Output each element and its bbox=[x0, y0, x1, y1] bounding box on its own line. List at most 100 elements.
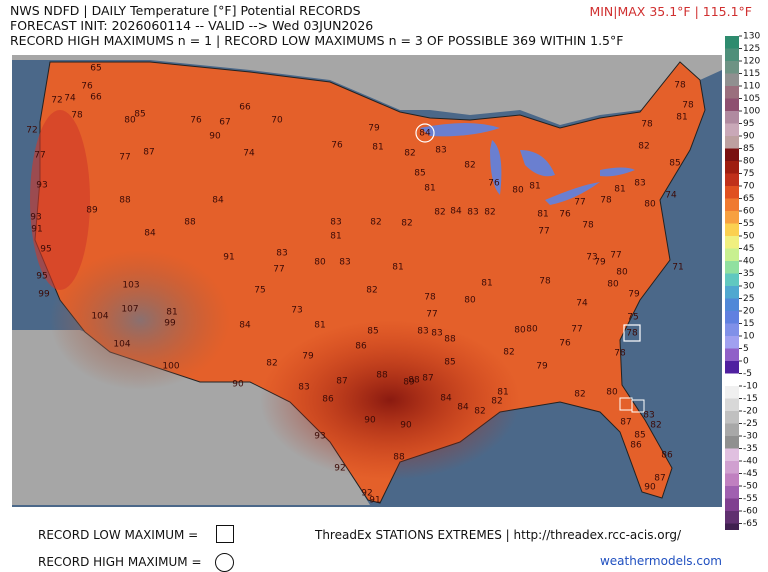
colorbar-segment bbox=[725, 386, 739, 399]
station-value: 104 bbox=[113, 340, 130, 350]
colorbar-tick-label: 50 bbox=[743, 232, 755, 242]
station-value: 100 bbox=[162, 362, 179, 372]
colorbar-segment bbox=[725, 411, 739, 424]
station-value: 81 bbox=[372, 143, 383, 153]
record-low-marker bbox=[623, 324, 641, 342]
colorbar-segment bbox=[725, 261, 739, 274]
station-value: 86 bbox=[322, 395, 334, 405]
station-value: 83 bbox=[435, 146, 446, 156]
colorbar-segment bbox=[725, 511, 739, 524]
colorbar-segment bbox=[725, 161, 739, 174]
station-value: 95 bbox=[36, 272, 47, 282]
station-value: 77 bbox=[538, 227, 549, 237]
source: ThreadEx STATIONS EXTREMES | http://thre… bbox=[315, 528, 681, 542]
station-value: 74 bbox=[243, 149, 255, 159]
colorbar-tick-label: 65 bbox=[743, 194, 754, 204]
colorbar-tick-label: 10 bbox=[743, 332, 755, 342]
colorbar-segment bbox=[725, 448, 739, 462]
station-value: 82 bbox=[366, 286, 377, 296]
station-value: 81 bbox=[392, 263, 403, 273]
station-value: 95 bbox=[40, 245, 51, 255]
colorbar-tick-label: -20 bbox=[743, 407, 758, 417]
colorbar-segment bbox=[725, 136, 739, 149]
station-value: 70 bbox=[271, 116, 283, 126]
colorbar-tick-label: 110 bbox=[743, 82, 760, 92]
colorbar-segment bbox=[725, 298, 739, 312]
southwest-shade bbox=[50, 250, 230, 390]
station-value: 77 bbox=[571, 325, 582, 335]
colorbar-segment bbox=[725, 436, 739, 449]
canada bbox=[12, 55, 722, 125]
colorbar-segment bbox=[725, 123, 739, 137]
station-value: 88 bbox=[184, 218, 196, 228]
station-value: 85 bbox=[634, 431, 645, 441]
station-value: 81 bbox=[314, 321, 325, 331]
station-value: 72 bbox=[26, 126, 37, 136]
station-value: 82 bbox=[404, 149, 415, 159]
station-value: 78 bbox=[682, 101, 694, 111]
record-low-marker bbox=[631, 399, 645, 413]
station-value: 79 bbox=[368, 124, 380, 134]
colorbar-tick-label: 100 bbox=[743, 107, 760, 117]
station-value: 82 bbox=[474, 407, 485, 417]
station-value: 90 bbox=[209, 132, 221, 142]
station-value: 99 bbox=[164, 319, 176, 329]
title: NWS NDFD | DAILY Temperature [°F] Potent… bbox=[10, 3, 361, 18]
station-value: 84 bbox=[450, 207, 462, 217]
colorbar-segment bbox=[725, 36, 739, 49]
station-value: 83 bbox=[467, 208, 478, 218]
station-value: 90 bbox=[364, 416, 376, 426]
lake-superior bbox=[420, 123, 500, 137]
colorbar-tick-label: 55 bbox=[743, 219, 754, 229]
station-value: 74 bbox=[64, 94, 76, 104]
colorbar-tick-label: 45 bbox=[743, 244, 754, 254]
station-value: 91 bbox=[369, 496, 380, 506]
station-value: 76 bbox=[331, 141, 343, 151]
station-value: 78 bbox=[641, 120, 653, 130]
station-value: 77 bbox=[34, 151, 45, 161]
colorbar-segment bbox=[725, 111, 739, 124]
station-value: 79 bbox=[536, 362, 548, 372]
colorbar-tick-label: 95 bbox=[743, 119, 754, 129]
station-value: 77 bbox=[119, 153, 130, 163]
record-high-marker bbox=[415, 123, 435, 143]
station-value: 82 bbox=[503, 348, 514, 358]
colorbar-segment bbox=[725, 336, 739, 349]
station-value: 76 bbox=[81, 82, 93, 92]
west-shade bbox=[30, 110, 90, 290]
station-value: 85 bbox=[414, 169, 425, 179]
station-value: 78 bbox=[71, 111, 83, 121]
station-value: 84 bbox=[457, 403, 469, 413]
colorbar-segment bbox=[725, 523, 739, 530]
station-value: 107 bbox=[121, 305, 138, 315]
colorbar-segment bbox=[725, 473, 739, 487]
station-value: 93 bbox=[314, 432, 325, 442]
colorbar-tick-label: 130 bbox=[743, 32, 760, 42]
station-value: 81 bbox=[330, 232, 341, 242]
colorbar-tick-label: -5 bbox=[743, 369, 752, 379]
station-value: 88 bbox=[444, 335, 456, 345]
station-value: 80 bbox=[124, 116, 136, 126]
legend-circle bbox=[215, 553, 234, 572]
station-value: 83 bbox=[634, 179, 645, 189]
colorbar: 1301251201151101051009590858075706560555… bbox=[725, 32, 760, 530]
colorbar-segment bbox=[725, 223, 739, 237]
station-value: 91 bbox=[223, 253, 234, 263]
station-value: 86 bbox=[661, 451, 673, 461]
colorbar-segment bbox=[725, 323, 739, 337]
colorbar-segment bbox=[725, 61, 739, 74]
station-value: 78 bbox=[626, 329, 638, 339]
station-value: 83 bbox=[339, 258, 350, 268]
station-value: 73 bbox=[586, 253, 597, 263]
station-value: 85 bbox=[444, 358, 455, 368]
station-value: 80 bbox=[607, 280, 619, 290]
counts: RECORD HIGH MAXIMUMS n = 1 | RECORD LOW … bbox=[10, 33, 624, 48]
station-value: 75 bbox=[254, 286, 265, 296]
station-value: 76 bbox=[559, 339, 571, 349]
station-value: 86 bbox=[630, 441, 642, 451]
station-value: 89 bbox=[86, 206, 98, 216]
station-value: 87 bbox=[422, 374, 433, 384]
colorbar-segment bbox=[725, 423, 739, 437]
colorbar-tick-label: 30 bbox=[743, 282, 755, 292]
